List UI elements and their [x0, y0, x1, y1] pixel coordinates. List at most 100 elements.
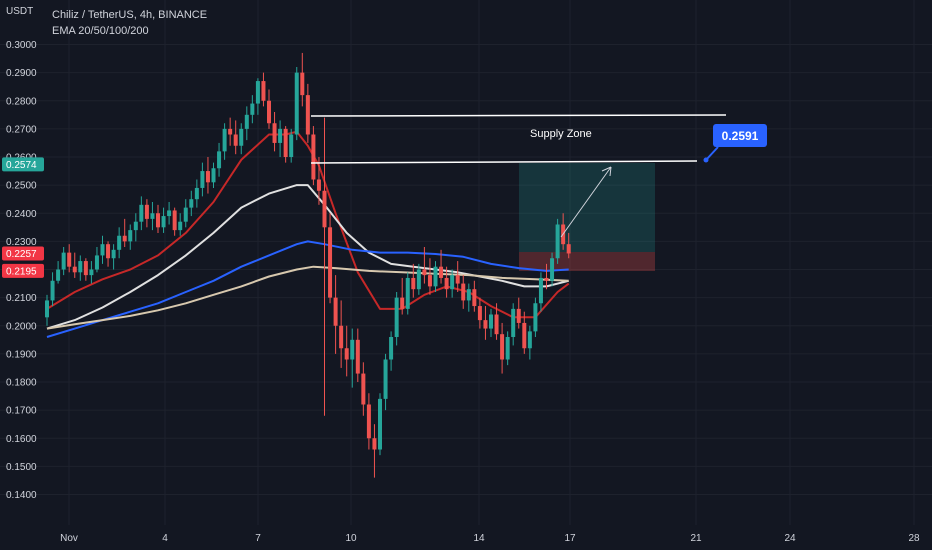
candle — [106, 241, 111, 267]
candle — [311, 126, 316, 186]
candle — [83, 258, 88, 281]
candle-body — [405, 277, 410, 309]
candle-body — [300, 72, 305, 96]
candle-body — [183, 207, 188, 222]
candle-body — [261, 81, 266, 101]
candle-body — [50, 280, 55, 301]
y-tick-label: 0.2900 — [6, 68, 37, 79]
profit-zone[interactable] — [519, 163, 655, 252]
candle — [389, 331, 394, 371]
candle — [477, 297, 482, 329]
candle-body — [355, 339, 360, 374]
position-zone[interactable] — [519, 163, 655, 271]
candle-body — [311, 134, 316, 180]
candle-body — [494, 314, 499, 335]
candle — [427, 258, 432, 295]
candle-body — [222, 128, 227, 152]
candle-body — [483, 320, 488, 329]
grid — [0, 0, 932, 525]
symbol-title[interactable]: Chiliz / TetherUS, 4h, BINANCE — [52, 9, 208, 21]
candle — [405, 272, 410, 315]
candle — [150, 202, 155, 231]
candle-body — [172, 210, 177, 231]
candle — [511, 303, 516, 346]
x-axis: Nov 4 7 10 14 17 21 24 28 — [60, 533, 920, 544]
y-tick-label: 0.1700 — [6, 406, 37, 417]
candle-body — [78, 261, 83, 273]
candle-body — [522, 322, 527, 349]
candle — [217, 142, 222, 177]
target-callout[interactable] — [713, 124, 767, 147]
y-tick-label: 0.2500 — [6, 181, 37, 192]
candle — [161, 207, 166, 233]
candle — [400, 277, 405, 315]
candle — [272, 112, 277, 152]
candle-body — [200, 171, 205, 188]
indicator-legend[interactable]: EMA 20/50/100/200 — [52, 25, 149, 37]
candle — [233, 120, 238, 155]
x-tick-label: 7 — [255, 533, 261, 544]
supply-zone-bottom-line[interactable] — [310, 160, 698, 164]
candle-body — [450, 275, 455, 290]
candle-body — [389, 337, 394, 360]
candle — [422, 247, 427, 284]
candle-body — [250, 103, 255, 115]
price-tag — [2, 246, 44, 261]
price-tag-label: 0.2195 — [6, 266, 37, 277]
candle-body — [555, 224, 560, 259]
candle — [366, 393, 371, 450]
candle-body — [305, 95, 310, 135]
candle — [444, 266, 449, 298]
candle-body — [211, 168, 216, 183]
y-tick-label: 0.2700 — [6, 124, 37, 135]
supply-zone-label: Supply Zone — [530, 128, 592, 140]
drawings[interactable]: Supply Zone 0.2591 — [310, 114, 767, 238]
price-tag-label: 0.2257 — [6, 249, 37, 260]
candle-body — [472, 289, 477, 307]
candle — [339, 300, 344, 368]
x-tick-label: 4 — [162, 533, 168, 544]
candle — [139, 196, 144, 231]
candlesticks — [45, 52, 571, 478]
y-tick-label: 0.2400 — [6, 209, 37, 220]
candle-body — [139, 204, 144, 222]
callout-anchor[interactable] — [703, 157, 709, 163]
candle-body — [427, 275, 432, 287]
price-tags: 0.2574 0.2257 0.2195 — [2, 157, 44, 278]
candle — [72, 252, 77, 278]
target-callout-label: 0.2591 — [722, 129, 759, 143]
candle — [294, 67, 299, 141]
candle — [527, 325, 532, 360]
candle-body — [228, 128, 233, 135]
candle — [200, 162, 205, 197]
candle-body — [128, 230, 133, 242]
candle — [566, 232, 571, 259]
candle — [461, 275, 466, 309]
candle-body — [500, 334, 505, 360]
candle-body — [344, 348, 349, 360]
candle-body — [322, 190, 327, 228]
candle-body — [61, 252, 66, 270]
supply-zone-top-line[interactable] — [310, 114, 727, 117]
candle — [67, 244, 72, 273]
candle — [278, 120, 283, 157]
candle — [156, 204, 160, 233]
loss-zone[interactable] — [519, 252, 655, 271]
candle-body — [511, 308, 516, 337]
candle-body — [372, 438, 377, 450]
price-tag-label: 0.2574 — [6, 160, 37, 171]
candle-body — [350, 339, 355, 360]
candle — [394, 292, 399, 346]
candle-body — [538, 277, 543, 304]
candle-body — [505, 337, 510, 360]
candle — [455, 261, 460, 292]
candle-body — [161, 216, 166, 228]
ema-100-line — [46, 240, 569, 338]
candle-body — [316, 179, 321, 191]
candle — [555, 218, 560, 264]
candle-body — [366, 404, 371, 439]
candle — [505, 331, 510, 366]
projection-arrow-line[interactable] — [560, 166, 612, 238]
arrow-head-icon — [601, 166, 612, 177]
